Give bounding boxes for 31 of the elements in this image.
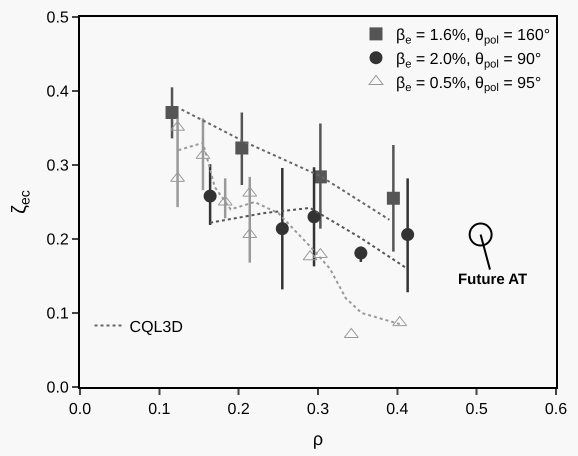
x-tick-label: 0.2	[228, 401, 250, 418]
y-tick-label: 0.4	[46, 84, 69, 101]
point	[354, 246, 368, 260]
legend-label: CQL3D	[130, 318, 183, 336]
point	[308, 210, 321, 224]
point	[196, 148, 210, 159]
point	[276, 222, 289, 236]
point	[401, 228, 414, 242]
point	[302, 250, 318, 260]
x-tick-label: 0.4	[386, 401, 409, 418]
legend-label: β$_{e}$ = 0.5%, θ$_{pol}$ = 95°	[396, 74, 542, 94]
point	[386, 192, 400, 205]
y-tick-label: 0.1	[46, 306, 69, 323]
point	[235, 141, 248, 154]
y-tick-label: 0.3	[46, 158, 69, 175]
x-tick-label: 0.0	[68, 401, 92, 418]
x-tick-label: 0.1	[148, 401, 171, 418]
y-tick-label: 0.0	[46, 380, 69, 397]
x-tick-label: 0.3	[306, 401, 330, 418]
x-tick-label: 0.5	[466, 401, 488, 418]
point	[468, 222, 493, 247]
legend-label: β$_{e}$ = 2.0%, θ$_{pol}$ = 90°	[396, 50, 542, 70]
point	[204, 190, 217, 203]
point	[166, 106, 179, 119]
y-tick-label: 0.2	[46, 232, 69, 249]
legend-label: β$_{e}$ = 1.6%, θ$_{pol}$ = 160°	[396, 27, 550, 46]
y-tick-label: 0.5	[46, 10, 69, 27]
x-tick-label: 0.6	[544, 401, 568, 418]
line-series	[180, 108, 390, 221]
x-axis-title: ρ	[312, 428, 324, 449]
text: Future AT	[458, 271, 528, 288]
